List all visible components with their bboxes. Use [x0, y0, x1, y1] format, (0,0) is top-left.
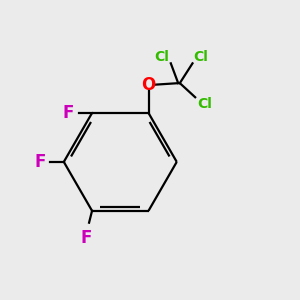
Text: Cl: Cl [154, 50, 169, 64]
Text: Cl: Cl [193, 50, 208, 64]
Text: F: F [63, 104, 74, 122]
Text: F: F [80, 229, 92, 247]
Text: Cl: Cl [197, 97, 212, 111]
Text: O: O [141, 76, 156, 94]
Text: F: F [34, 153, 46, 171]
